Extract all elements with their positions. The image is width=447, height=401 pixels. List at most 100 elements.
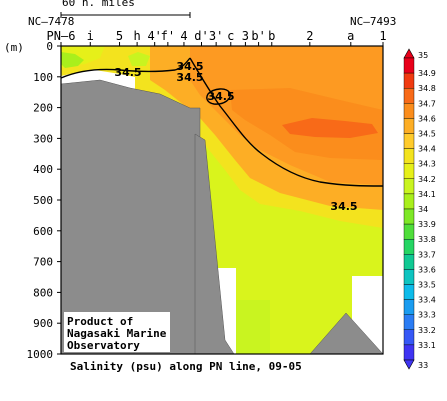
colorbar-label: 34.6	[418, 114, 436, 123]
y-axis-unit: (m)	[4, 41, 24, 54]
station-label: b	[268, 29, 275, 43]
station-label: h	[133, 29, 140, 43]
endpoint-left-label: NC–7478	[28, 15, 74, 28]
colorbar-label: 35	[418, 51, 428, 60]
station-label: 2	[306, 29, 313, 43]
colorbar-swatch	[403, 193, 415, 210]
colorbar-label: 33.7	[418, 250, 436, 259]
station-label: 4	[180, 29, 187, 43]
y-tick-label: 500	[33, 194, 53, 207]
seafloor	[60, 79, 384, 355]
credit-line-2: Nagasaki Marine	[67, 327, 167, 340]
chart-title: Salinity (psu) along PN line, 09-05	[70, 360, 302, 373]
contour-label: 34.5	[114, 66, 141, 79]
y-tick-label: 1000	[27, 348, 54, 361]
station-label: b'	[251, 29, 265, 43]
y-tick-label: 800	[33, 286, 53, 299]
colorbar-label: 33.9	[418, 220, 436, 229]
colorbar-swatch	[403, 284, 415, 300]
contour-labels: 34.5 34.534.534.534.5	[114, 60, 357, 213]
y-tick-label: 200	[33, 102, 53, 115]
field-upper-left-34.2	[61, 52, 84, 68]
field-34.7-34.8	[282, 118, 378, 138]
y-tick-label: 600	[33, 225, 53, 238]
colorbar-label: 34.3	[418, 160, 436, 169]
colorbar-swatch	[403, 329, 415, 346]
colorbar-swatch	[403, 269, 415, 285]
colorbar-swatch	[403, 87, 415, 104]
colorbar-label: 34.2	[418, 175, 436, 184]
credit-line-1: Product of	[67, 315, 133, 328]
station-label: 3'	[209, 29, 223, 43]
credit-box	[64, 312, 170, 352]
colorbar-label: 33.5	[418, 281, 436, 290]
colorbar-top-arrow	[403, 48, 415, 59]
colorbar-label: 33.3	[418, 311, 436, 320]
colorbar-swatch	[403, 254, 415, 270]
contour-label: 34.5	[176, 60, 203, 73]
colorbar-swatch	[403, 57, 415, 74]
colorbar-swatch	[403, 344, 415, 361]
scale-bar-label: 60 n. miles	[62, 0, 135, 9]
station-label: d'	[194, 29, 208, 43]
colorbar-label: 34.1	[418, 190, 436, 199]
colorbar-swatch	[403, 223, 415, 240]
colorbar-label: 34.9	[418, 69, 436, 78]
colorbar-label: 33.4	[418, 296, 436, 305]
station-label: 5	[116, 29, 123, 43]
colorbar-swatch	[403, 72, 415, 89]
station-label: f'	[161, 29, 175, 43]
field-deep-34.2	[230, 300, 270, 354]
y-tick-label: 300	[33, 132, 53, 145]
station-label: 4'	[147, 29, 161, 43]
y-tick-label: 100	[33, 71, 53, 84]
station-label: a	[347, 29, 354, 43]
colorbar-swatch	[403, 178, 415, 195]
station-label: 3	[242, 29, 249, 43]
field-patch-34.2	[128, 52, 150, 66]
colorbar-label: 33.1	[418, 341, 436, 350]
colorbar-label: 33.2	[418, 326, 436, 335]
y-axis: 0 100 200 300 400 500 600 700 800 900 1000	[27, 40, 61, 361]
y-tick-label: 0	[46, 40, 53, 53]
colorbar-label: 33	[418, 361, 428, 370]
contour-34.5-ring	[206, 88, 231, 105]
colorbar-swatch	[403, 148, 415, 164]
colorbar-swatch	[403, 133, 415, 149]
colorbar-swatch	[403, 299, 415, 315]
colorbar-label: 33.6	[418, 265, 436, 274]
contour-34.5-main	[189, 57, 384, 187]
contour-label: 34.5	[176, 71, 203, 84]
colorbar-label: 34.7	[418, 99, 436, 108]
colorbar-label: 34.4	[418, 145, 436, 154]
colorbar-swatch	[403, 208, 415, 225]
colorbar-swatch	[403, 163, 415, 179]
colorbar: 35 34.9 34.8 34.7 34.6 34.5 34.4 34.3 34.2 34.1 34…	[403, 48, 436, 370]
credit-line-3: Observatory	[67, 339, 140, 352]
y-tick-label: 400	[33, 163, 53, 176]
colorbar-label: 34	[418, 205, 428, 214]
endpoint-right-label: NC–7493	[350, 15, 396, 28]
colorbar-swatch	[403, 314, 415, 331]
colorbar-label: 33.8	[418, 235, 436, 244]
station-label: 1	[379, 29, 386, 43]
y-tick-label: 900	[33, 317, 53, 330]
colorbar-swatch	[403, 118, 415, 134]
station-labels: PN–6 i 5 h 4'f' 4 d' 3' c 3 b' b 2 a 1	[47, 29, 387, 46]
contour-label: 34.5	[330, 200, 357, 213]
colorbar-swatch	[403, 238, 415, 255]
colorbar-label: 34.8	[418, 84, 436, 93]
y-tick-label: 700	[33, 256, 53, 269]
colorbar-label: 34.5	[418, 130, 436, 139]
contour-34.5-upper-left	[60, 57, 191, 79]
contour-lines	[60, 57, 384, 187]
colorbar-bottom-arrow	[403, 359, 415, 370]
station-label: i	[87, 29, 94, 43]
station-label: c	[227, 29, 234, 43]
station-label: PN–6	[47, 29, 76, 43]
contour-label: 34.5	[207, 90, 234, 103]
colorbar-swatch	[403, 103, 415, 119]
salinity-fields	[61, 46, 383, 354]
